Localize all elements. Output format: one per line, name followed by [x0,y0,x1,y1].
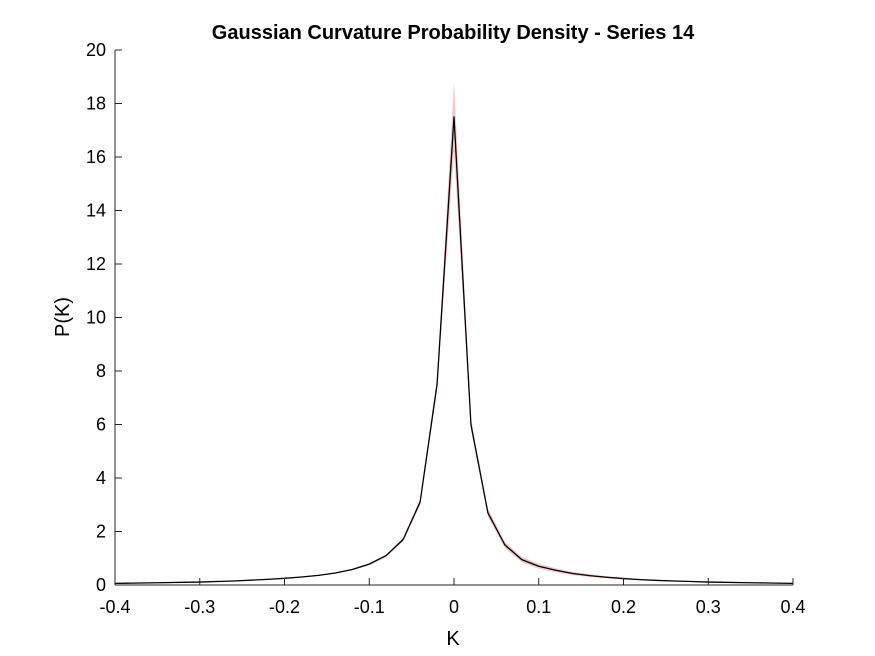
y-tick-label: 10 [86,308,106,328]
x-tick-label: -0.4 [99,597,130,617]
x-tick-label: -0.2 [269,597,300,617]
series-0-line [114,116,794,585]
y-tick-label: 4 [96,468,106,488]
y-tick-label: 20 [86,40,106,60]
y-tick-label: 0 [96,575,106,595]
y-tick-label: 8 [96,361,106,381]
x-tick-label: -0.3 [184,597,215,617]
plot-area: -0.4 -0.3 -0.2 -0.1 0 0.1 0.2 0.3 0.4 0 2 4 6 8 10 12 14… [86,40,806,617]
y-tick-label: 6 [96,415,106,435]
y-tick-label: 16 [86,147,106,167]
chart-title: Gaussian Curvature Probability Density -… [212,22,695,44]
y-tick-label: 18 [86,94,106,114]
x-tick-label: 0 [449,597,459,617]
x-tick-label: 0.2 [611,597,636,617]
y-tick-label: 2 [96,522,106,542]
y-axis-label: P(K) [52,297,74,337]
x-tick-label: 0.4 [780,597,805,617]
x-tick-label: 0.3 [696,597,721,617]
x-tick-label: 0.1 [526,597,551,617]
y-tick-label: 14 [86,201,106,221]
x-axis-label: K [446,628,460,650]
x-tick-label: -0.1 [354,597,385,617]
y-tick-label: 12 [86,254,106,274]
